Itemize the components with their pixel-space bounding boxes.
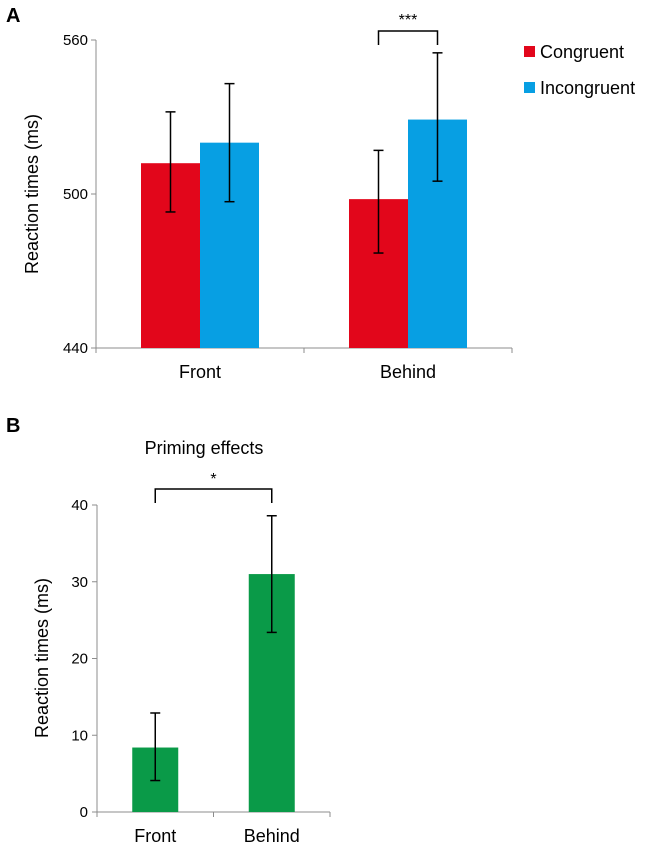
- legend-label-congruent: Congruent: [540, 42, 624, 62]
- panel-b-category-label: Front: [134, 826, 176, 846]
- panel-a-significance-label: ***: [399, 12, 418, 29]
- panel-a-y-axis-label: Reaction times (ms): [22, 114, 42, 274]
- panel-b-title: Priming effects: [145, 438, 264, 458]
- panel-a-legend: Congruent Incongruent: [524, 42, 635, 98]
- panel-b-category-label: Behind: [244, 826, 300, 846]
- panel-a-y-tick-label: 440: [63, 340, 88, 357]
- panel-b-y-tick-label: 30: [71, 574, 88, 591]
- legend-label-incongruent: Incongruent: [540, 78, 635, 98]
- panel-a-chart: 440 500 560 Front Behind ***: [63, 12, 513, 382]
- panel-a-significance-bracket: [377, 30, 439, 45]
- panel-b-significance-bracket: [154, 488, 273, 503]
- panel-a-y-tick-label: 560: [63, 32, 88, 49]
- panel-a-category-label: Behind: [380, 362, 436, 382]
- panel-a-y-tick-label: 500: [63, 186, 88, 203]
- panel-b-y-tick-label: 20: [71, 651, 88, 668]
- panel-b-y-tick-label: 40: [71, 497, 88, 514]
- panel-b-y-tick-label: 0: [80, 804, 88, 821]
- legend-swatch-congruent: [524, 46, 535, 57]
- panel-b-significance-label: *: [210, 471, 216, 488]
- panel-b-y-tick-label: 10: [71, 727, 88, 744]
- panel-a-label: A: [6, 5, 20, 27]
- panel-a-category-label: Front: [179, 362, 221, 382]
- panel-b-y-axis-label: Reaction times (ms): [32, 578, 52, 738]
- legend-swatch-incongruent: [524, 82, 535, 93]
- panel-b-label: B: [6, 415, 20, 437]
- panel-b-chart: 0 10 20 30 40 Front Behind *: [71, 471, 331, 846]
